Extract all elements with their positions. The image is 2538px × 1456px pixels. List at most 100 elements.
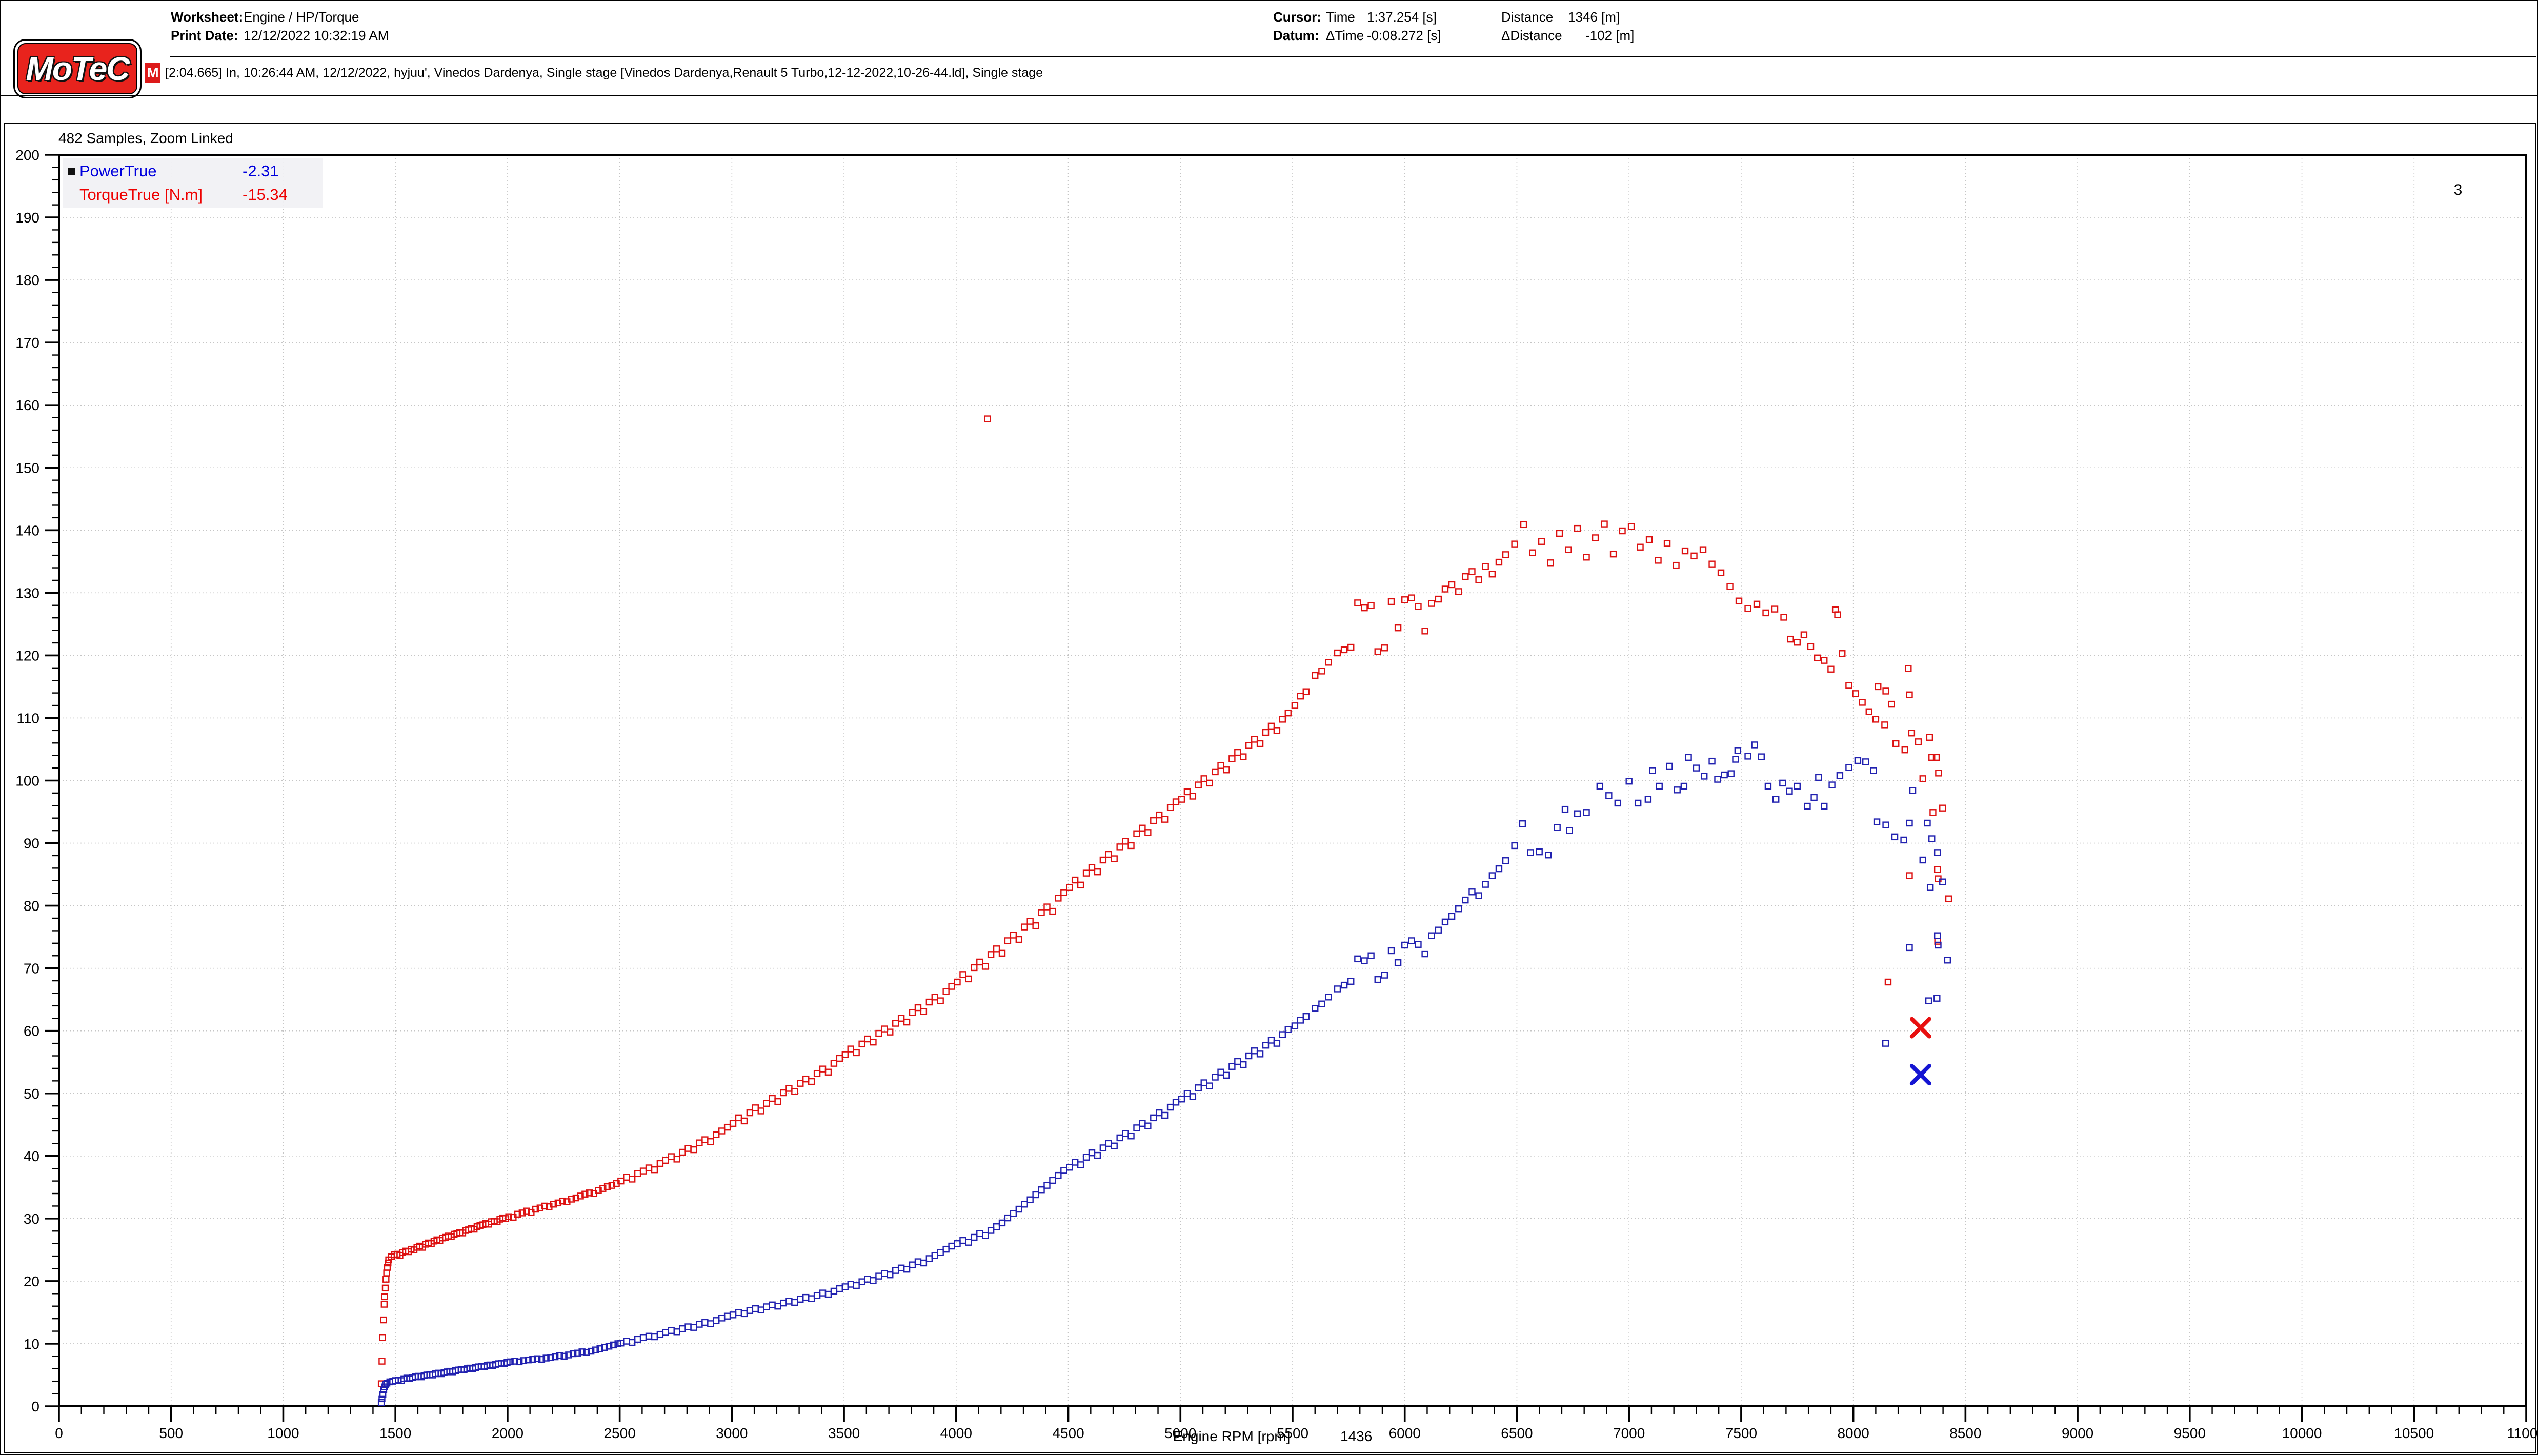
data-point-torquetrue — [1262, 729, 1270, 736]
cursor-time-value: 1:37.254 [s] — [1367, 9, 1437, 25]
data-point-torquetrue — [954, 978, 961, 986]
data-point-powertrue — [1133, 1124, 1140, 1131]
data-point-powertrue — [1721, 771, 1728, 779]
data-point-torquetrue — [1088, 864, 1096, 871]
data-point-torquetrue — [1302, 688, 1310, 695]
x-tick-label: 5000 — [1164, 1425, 1196, 1441]
cursor-x-marker-torquetrue — [1909, 1017, 1931, 1039]
data-point-torquetrue — [1780, 614, 1787, 621]
data-point-torquetrue — [1637, 543, 1644, 551]
data-point-powertrue — [507, 1358, 514, 1366]
data-point-torquetrue — [1189, 793, 1197, 800]
x-tick-label: 500 — [159, 1425, 183, 1441]
data-point-torquetrue — [824, 1068, 832, 1076]
data-point-torquetrue — [1279, 716, 1286, 723]
x-tick-label: 2500 — [603, 1425, 635, 1441]
data-point-torquetrue — [1394, 624, 1402, 632]
data-point-powertrue — [1421, 950, 1428, 958]
data-point-torquetrue — [381, 1284, 389, 1292]
data-point-torquetrue — [690, 1146, 697, 1154]
y-tick-label: 130 — [15, 585, 39, 601]
data-point-torquetrue — [903, 1018, 911, 1026]
data-point-torquetrue — [1794, 639, 1801, 646]
data-point-powertrue — [1240, 1061, 1247, 1068]
data-point-powertrue — [378, 1395, 386, 1403]
page-number: 3 — [2453, 181, 2463, 198]
legend-row-power[interactable]: PowerTrue -2.31 — [63, 160, 323, 183]
data-point-torquetrue — [1462, 573, 1469, 580]
data-point-powertrue — [601, 1344, 608, 1351]
data-point-powertrue — [1772, 796, 1780, 803]
data-point-torquetrue — [559, 1197, 566, 1205]
data-point-powertrue — [1727, 770, 1735, 777]
cursor-distance-label: Distance — [1501, 9, 1554, 25]
active-channel-marker-icon — [68, 167, 75, 175]
data-point-powertrue — [1038, 1186, 1045, 1194]
data-point-torquetrue — [1495, 558, 1503, 566]
data-point-powertrue — [965, 1239, 972, 1246]
data-point-torquetrue — [673, 1156, 680, 1163]
data-point-torquetrue — [1926, 734, 1933, 741]
data-point-powertrue — [1435, 926, 1442, 934]
data-point-torquetrue — [757, 1107, 764, 1115]
data-point-powertrue — [574, 1349, 581, 1357]
data-point-torquetrue — [1933, 866, 1941, 873]
data-point-torquetrue — [1026, 918, 1034, 925]
data-point-powertrue — [1455, 905, 1462, 913]
data-point-powertrue — [1347, 978, 1355, 985]
data-point-powertrue — [583, 1349, 590, 1356]
data-point-torquetrue — [1872, 716, 1880, 723]
motec-logo: MoTeC — [13, 39, 142, 98]
data-point-powertrue — [1394, 959, 1402, 966]
legend-row-torque[interactable]: TorqueTrue [N.m] -15.34 — [63, 184, 323, 206]
y-tick-label: 180 — [15, 272, 39, 288]
data-point-torquetrue — [1655, 557, 1662, 564]
legend-value-power: -2.31 — [243, 162, 279, 180]
data-point-torquetrue — [892, 1020, 899, 1027]
data-point-torquetrue — [1708, 560, 1716, 568]
data-point-torquetrue — [1475, 576, 1482, 583]
data-point-torquetrue — [1200, 775, 1207, 782]
data-point-torquetrue — [1223, 766, 1230, 774]
y-tick-label: 190 — [15, 210, 39, 226]
data-point-powertrue — [1049, 1177, 1056, 1184]
data-point-torquetrue — [1932, 754, 1940, 761]
data-point-torquetrue — [1415, 603, 1422, 610]
data-point-torquetrue — [897, 1015, 905, 1022]
data-point-torquetrue — [379, 1334, 386, 1341]
data-point-torquetrue — [1627, 523, 1635, 530]
data-point-torquetrue — [568, 1196, 575, 1203]
data-point-powertrue — [1127, 1133, 1135, 1140]
data-point-powertrue — [1284, 1026, 1292, 1033]
data-point-powertrue — [1900, 836, 1907, 844]
data-point-torquetrue — [1482, 563, 1489, 570]
data-point-torquetrue — [984, 415, 991, 422]
data-point-powertrue — [1680, 782, 1688, 790]
data-point-powertrue — [1882, 821, 1889, 828]
data-point-powertrue — [1574, 810, 1581, 817]
data-point-powertrue — [1873, 818, 1881, 825]
data-point-powertrue — [515, 1358, 523, 1366]
data-point-torquetrue — [1717, 569, 1725, 576]
plot-area[interactable] — [59, 155, 2526, 1406]
data-point-powertrue — [1495, 865, 1503, 873]
data-point-powertrue — [1751, 741, 1758, 749]
data-point-torquetrue — [1592, 534, 1599, 541]
data-point-powertrue — [1297, 1017, 1304, 1024]
data-point-torquetrue — [518, 1209, 526, 1217]
data-point-torquetrue — [1905, 665, 1912, 672]
data-point-torquetrue — [679, 1148, 686, 1156]
chart-panel — [4, 123, 2536, 1453]
legend-value-torque: -15.34 — [243, 186, 288, 204]
data-point-torquetrue — [1919, 775, 1926, 782]
data-point-powertrue — [1004, 1214, 1012, 1222]
y-tick-label: 20 — [24, 1273, 39, 1289]
data-point-torquetrue — [870, 1038, 877, 1046]
data-point-powertrue — [1511, 842, 1518, 850]
data-point-powertrue — [1519, 820, 1526, 827]
data-point-torquetrue — [1094, 868, 1101, 876]
data-point-powertrue — [610, 1341, 617, 1349]
data-point-powertrue — [1475, 892, 1482, 899]
